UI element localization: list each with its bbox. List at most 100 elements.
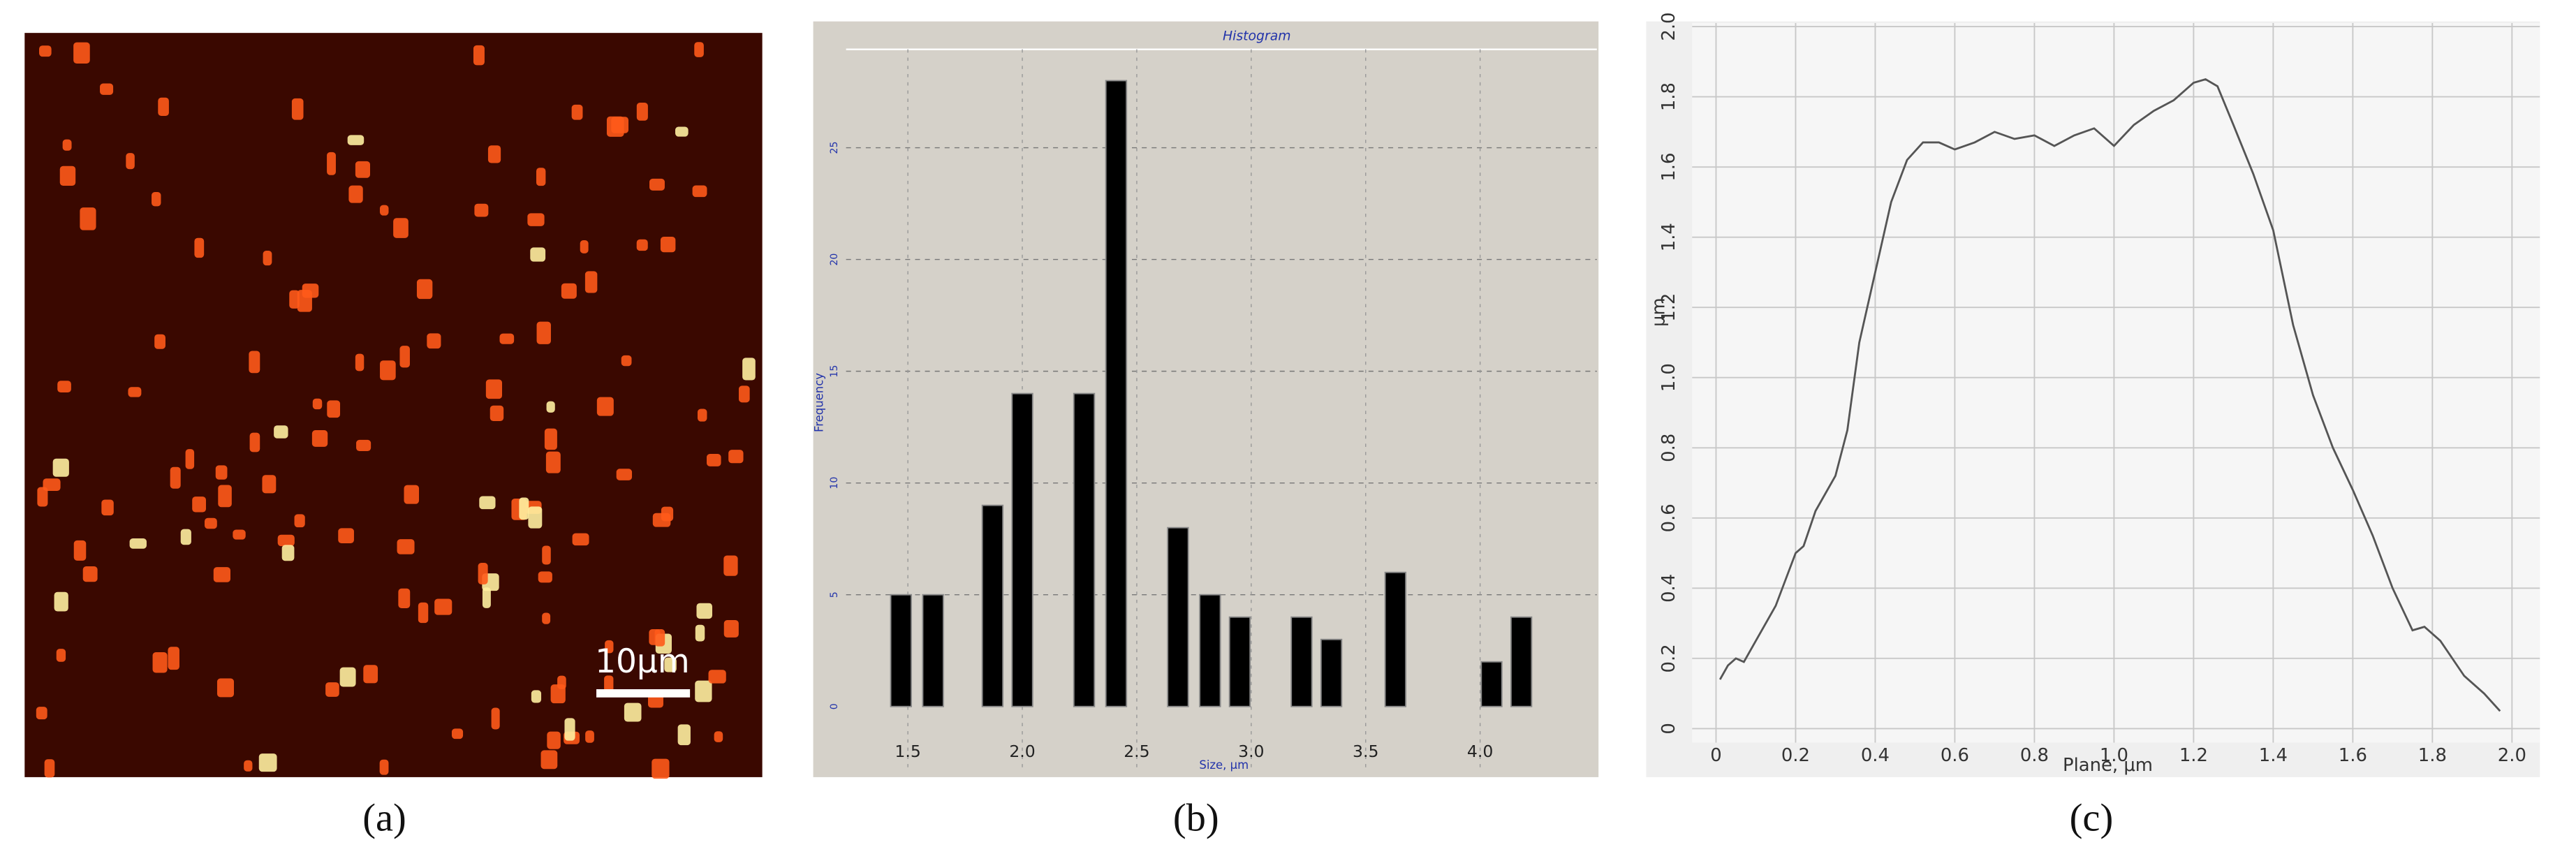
particle [356, 439, 371, 451]
particle [499, 333, 515, 344]
particle [158, 97, 169, 117]
particle [152, 652, 168, 673]
particle [478, 562, 488, 584]
y-tick-label: 5 [829, 591, 840, 598]
y-tick-label: 2.0 [1658, 12, 1679, 41]
particle [216, 678, 235, 698]
bar [1105, 80, 1128, 707]
particle [73, 540, 87, 561]
particle [547, 731, 561, 749]
particle [738, 385, 750, 403]
particle [621, 355, 632, 367]
particle [572, 533, 589, 546]
x-tick-label: 4.0 [1467, 742, 1493, 761]
profile-line [1718, 78, 2501, 712]
particle [545, 451, 561, 473]
particle [73, 42, 90, 64]
particle [418, 602, 429, 624]
particle [530, 247, 546, 262]
particle [707, 453, 721, 466]
particle [714, 731, 723, 742]
particle [327, 152, 336, 175]
particle [561, 283, 577, 299]
afm-image [24, 33, 763, 777]
particle [291, 98, 304, 120]
x-tick-label: 2.0 [1009, 742, 1035, 761]
particle [263, 251, 272, 266]
bar [1384, 571, 1407, 707]
x-tick-label: 3.0 [1238, 742, 1264, 761]
particle [215, 465, 228, 480]
particle [692, 185, 707, 198]
particle [544, 428, 557, 450]
particle [542, 545, 551, 565]
y-tick-label: 10 [829, 477, 840, 490]
x-tick-label: 1.0 [2100, 745, 2128, 766]
particle [355, 353, 365, 371]
bar [922, 594, 944, 707]
particle [540, 750, 558, 770]
particle [728, 450, 744, 464]
particle [527, 213, 545, 226]
particle [311, 430, 328, 447]
particle [695, 624, 705, 642]
particle [536, 321, 551, 344]
plot-area [1692, 23, 2540, 743]
y-tick-label: 1.8 [1658, 82, 1679, 111]
bar [1073, 392, 1096, 707]
particle [404, 485, 420, 504]
particle [636, 103, 648, 121]
particle [347, 135, 365, 145]
bar [1510, 616, 1533, 707]
y-tick-label: 0.6 [1658, 503, 1679, 532]
particle [416, 279, 433, 300]
particle [37, 487, 48, 507]
x-tick-label: 0.4 [1861, 745, 1890, 766]
y-tick-label: 1.0 [1658, 363, 1679, 392]
x-tick-label: 1.5 [895, 742, 920, 761]
particle [695, 680, 712, 702]
particle [434, 598, 452, 615]
particle [327, 400, 341, 418]
y-tick-label: 20 [829, 253, 840, 266]
x-tick-label: 1.6 [2339, 745, 2367, 766]
particle [281, 545, 295, 561]
y-tick-label: 0.2 [1658, 644, 1679, 672]
particle [36, 707, 47, 720]
particle [427, 333, 441, 349]
particle [249, 432, 260, 452]
particle [660, 237, 676, 253]
particle [490, 405, 504, 421]
particle [536, 168, 546, 186]
particle [611, 117, 629, 133]
particle [723, 555, 738, 576]
particle [636, 239, 648, 251]
scale-bar-label: 10μm [595, 642, 690, 681]
panel-label: (b) [1173, 796, 1219, 839]
particle [82, 566, 98, 582]
particle [213, 567, 231, 582]
particle [652, 758, 670, 779]
y-axis-label: Frequency [812, 373, 825, 432]
particle [218, 485, 232, 508]
x-tick-label: 0.2 [1781, 745, 1810, 766]
particle [487, 145, 501, 163]
particle [482, 587, 491, 608]
x-tick-label: 0 [1710, 745, 1721, 766]
y-tick-label: 0 [829, 703, 840, 709]
particle [277, 534, 295, 547]
particle [363, 665, 378, 684]
particle [542, 612, 551, 624]
bar [890, 594, 912, 707]
particle [397, 539, 415, 554]
particle [100, 83, 114, 95]
particle [192, 496, 206, 513]
x-axis-label: Plane, μm [2063, 755, 2153, 776]
particle [168, 647, 179, 670]
particle [348, 185, 363, 203]
x-tick-label: 2.0 [2498, 745, 2526, 766]
particle [128, 387, 142, 397]
chart-title: Histogram [1223, 29, 1291, 43]
particle [185, 449, 195, 469]
